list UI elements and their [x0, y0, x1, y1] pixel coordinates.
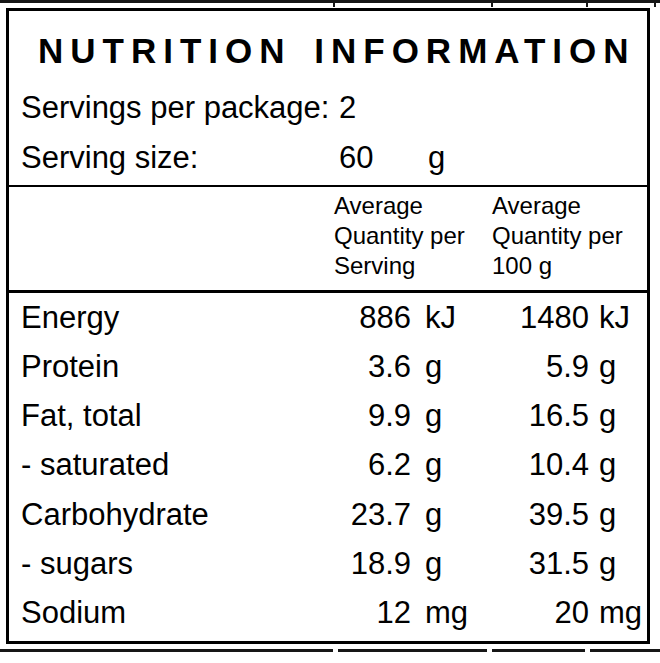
servings-per-package-row: Servings per package: 2 [9, 88, 647, 128]
per-100g-unit: g [589, 398, 647, 434]
nutrient-table-body: Energy 886 kJ 1480 kJ Protein 3.6 g 5.9 … [9, 293, 647, 638]
servings-per-package-label: Servings per package: [21, 88, 339, 128]
per-serving-unit: g [411, 497, 481, 533]
table-row-sugars: - sugars 18.9 g 31.5 g [9, 539, 647, 588]
per-serving-unit: g [411, 398, 481, 434]
panel-title: NUTRITION INFORMATION [38, 30, 647, 72]
grid-tick [333, 0, 335, 7]
per-serving-value: 6.2 [287, 447, 411, 483]
per-serving-unit: kJ [411, 300, 481, 336]
serving-size-row: Serving size: 60 g [9, 138, 647, 187]
serving-size-unit: g [428, 138, 508, 178]
table-row-energy: Energy 886 kJ 1480 kJ [9, 293, 647, 342]
nutrient-label: Energy [21, 300, 287, 336]
table-row-carbohydrate: Carbohydrate 23.7 g 39.5 g [9, 490, 647, 539]
nutrient-label: Sodium [21, 595, 287, 631]
per-serving-value: 3.6 [287, 349, 411, 385]
per-100g-unit: g [589, 497, 647, 533]
per-100g-value: 16.5 [481, 398, 589, 434]
per-100g-unit: g [589, 447, 647, 483]
per-serving-value: 9.9 [287, 398, 411, 434]
column-header-per-serving: Average Quantity per Serving [334, 191, 492, 281]
grid-tick [491, 0, 493, 7]
nutrition-panel: NUTRITION INFORMATION Servings per packa… [6, 8, 650, 644]
per-serving-value: 12 [287, 595, 411, 631]
per-100g-value: 5.9 [481, 349, 589, 385]
serving-size-value: 60 [339, 138, 428, 178]
per-100g-unit: mg [589, 595, 647, 631]
per-100g-unit: kJ [589, 300, 647, 336]
nutrition-label: NUTRITION INFORMATION Servings per packa… [0, 0, 660, 663]
grid-line-gap [585, 649, 590, 652]
column-headers-row: Average Quantity per Serving Average Qua… [9, 187, 647, 293]
grid-line-gap [333, 649, 338, 652]
per-serving-unit: mg [411, 595, 481, 631]
per-serving-value: 18.9 [287, 546, 411, 582]
table-row-sodium: Sodium 12 mg 20 mg [9, 589, 647, 638]
per-serving-unit: g [411, 546, 481, 582]
nutrient-label: - sugars [21, 546, 287, 582]
per-serving-value: 886 [287, 300, 411, 336]
per-100g-unit: g [589, 349, 647, 385]
nutrient-label: Protein [21, 349, 287, 385]
serving-size-label: Serving size: [21, 138, 339, 178]
per-100g-value: 1480 [481, 300, 589, 336]
servings-per-package-value: 2 [339, 88, 428, 128]
per-100g-unit: g [589, 546, 647, 582]
grid-tick [586, 0, 588, 7]
per-100g-value: 39.5 [481, 497, 589, 533]
per-serving-unit: g [411, 447, 481, 483]
table-row-protein: Protein 3.6 g 5.9 g [9, 342, 647, 391]
table-row-saturated-fat: - saturated 6.2 g 10.4 g [9, 441, 647, 490]
per-100g-value: 10.4 [481, 447, 589, 483]
nutrient-label: Carbohydrate [21, 497, 287, 533]
cropped-grid-line-bottom [0, 649, 660, 652]
per-serving-unit: g [411, 349, 481, 385]
nutrient-label: - saturated [21, 447, 287, 483]
per-100g-value: 20 [481, 595, 589, 631]
nutrient-label: Fat, total [21, 398, 287, 434]
cropped-grid-line-top [0, 0, 660, 3]
column-header-per-100g: Average Quantity per 100 g [492, 191, 639, 281]
per-serving-value: 23.7 [287, 497, 411, 533]
table-row-fat-total: Fat, total 9.9 g 16.5 g [9, 392, 647, 441]
grid-line-gap [487, 649, 492, 652]
per-100g-value: 31.5 [481, 546, 589, 582]
grid-tick [654, 0, 656, 7]
